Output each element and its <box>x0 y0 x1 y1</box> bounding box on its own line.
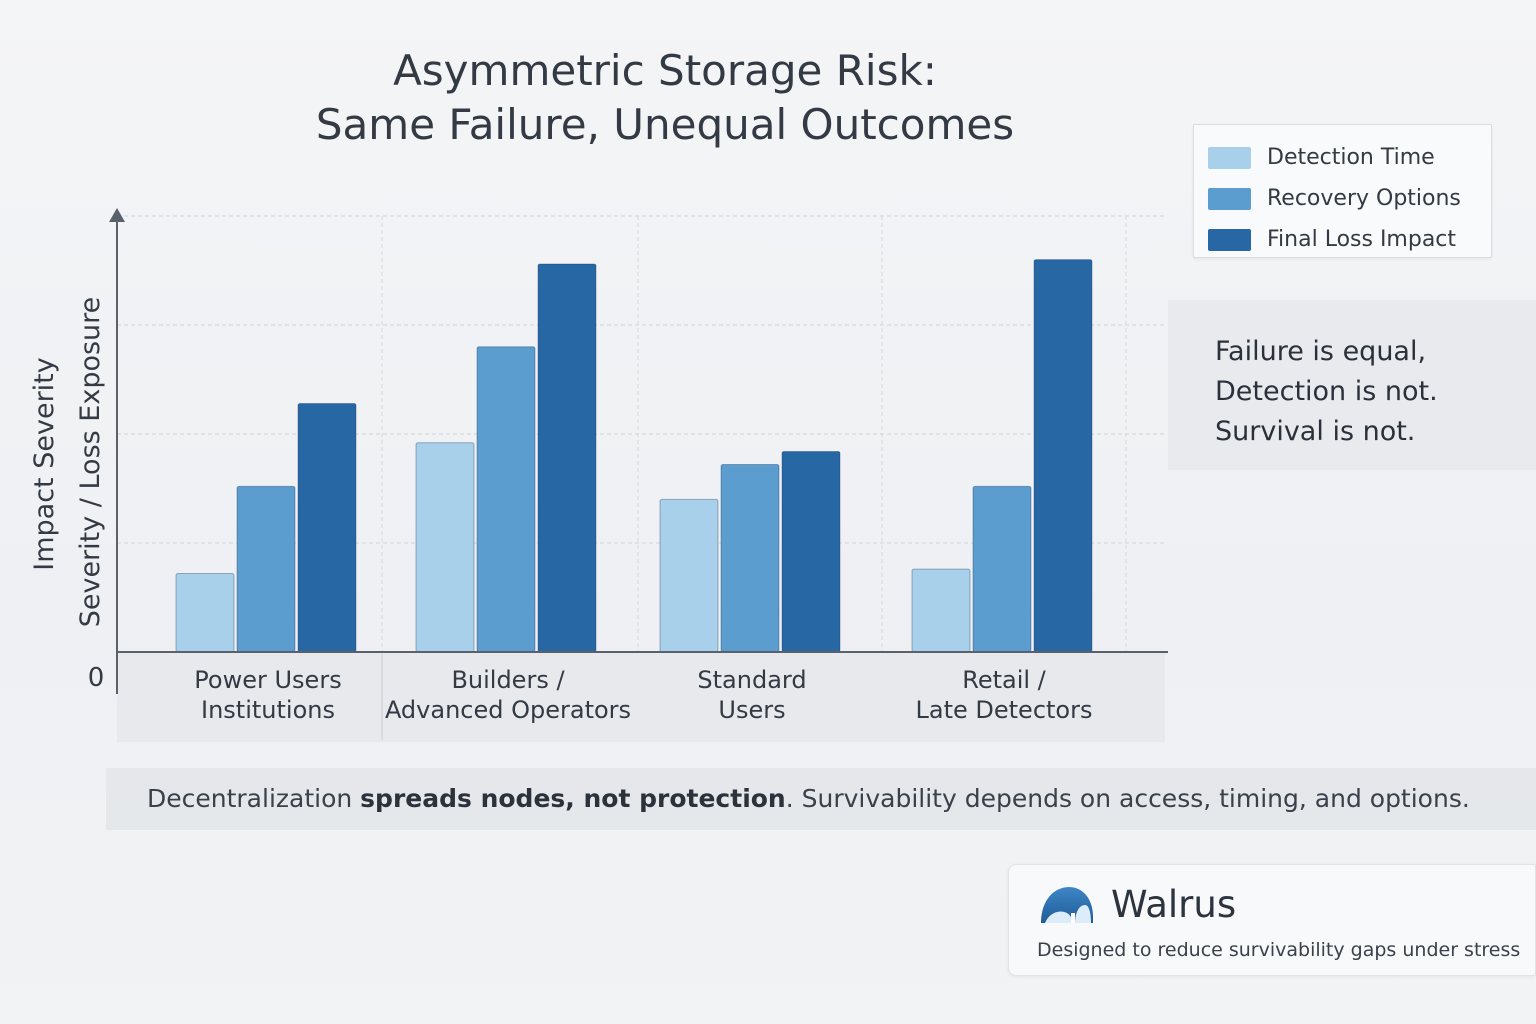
bar-final-loss-impact <box>537 263 597 653</box>
bar-recovery-options <box>476 346 536 653</box>
bar-detection-time <box>911 568 971 653</box>
legend-item-detection-time: Detection Time <box>1208 137 1477 178</box>
category-label: Retail / <box>962 666 1046 694</box>
legend-label: Final Loss Impact <box>1267 227 1457 252</box>
bar-final-loss-impact <box>1033 259 1093 653</box>
callout-line: Survival is not. <box>1215 416 1416 447</box>
bar-recovery-options <box>720 464 780 653</box>
legend-label: Detection Time <box>1267 145 1435 170</box>
caption-text-end: . Survivability depends on access, timin… <box>785 784 1470 813</box>
legend-label: Recovery Options <box>1267 186 1461 211</box>
chart-legend: Detection Time Recovery Options Final Lo… <box>1193 124 1492 258</box>
brand-tagline: Designed to reduce survivability gaps un… <box>1037 939 1521 961</box>
summary-caption: Decentralization spreads nodes, not prot… <box>106 768 1536 830</box>
bar-final-loss-impact <box>781 450 841 653</box>
brand-name: Walrus <box>1111 883 1237 926</box>
y-axis-label-secondary: Severity / Loss Exposure <box>75 297 106 628</box>
legend-item-final-loss-impact: Final Loss Impact <box>1208 219 1477 260</box>
y-zero-label: 0 <box>88 663 105 693</box>
bar-detection-time <box>659 498 719 653</box>
category-label: Standard <box>697 666 806 694</box>
category-label: Users <box>718 696 785 724</box>
brand-card: Walrus Designed to reduce survivability … <box>1008 864 1536 976</box>
insight-callout: Failure is equal, Detection is not. Surv… <box>1168 300 1536 470</box>
chart-title: Asymmetric Storage Risk: Same Failure, U… <box>240 44 1090 152</box>
legend-swatch <box>1208 146 1251 169</box>
callout-line: Detection is not. <box>1215 376 1438 407</box>
bar-final-loss-impact <box>297 402 357 653</box>
chart-title-line-2: Same Failure, Unequal Outcomes <box>315 100 1015 149</box>
category-label: Builders / <box>451 666 565 694</box>
walrus-logo-icon <box>1041 887 1093 923</box>
category-label-band <box>117 652 1165 742</box>
category-label: Late Detectors <box>916 696 1093 724</box>
bar-detection-time <box>175 573 235 653</box>
caption-text: Decentralization <box>147 784 361 813</box>
y-axis-arrow <box>109 208 125 222</box>
y-axis-label: Impact Severity <box>29 357 60 570</box>
legend-item-recovery-options: Recovery Options <box>1208 178 1477 219</box>
legend-swatch <box>1208 187 1251 210</box>
category-label: Advanced Operators <box>385 696 631 724</box>
bar-recovery-options <box>972 485 1032 653</box>
legend-swatch <box>1208 228 1251 251</box>
bar-detection-time <box>415 442 475 653</box>
bar-recovery-options <box>236 485 296 653</box>
category-label: Power Users <box>194 666 341 694</box>
callout-line: Failure is equal, <box>1215 336 1427 367</box>
chart-title-line-1: Asymmetric Storage Risk: <box>393 46 937 95</box>
category-label: Institutions <box>201 696 335 724</box>
caption-emphasis: spreads nodes, not protection <box>360 784 786 813</box>
